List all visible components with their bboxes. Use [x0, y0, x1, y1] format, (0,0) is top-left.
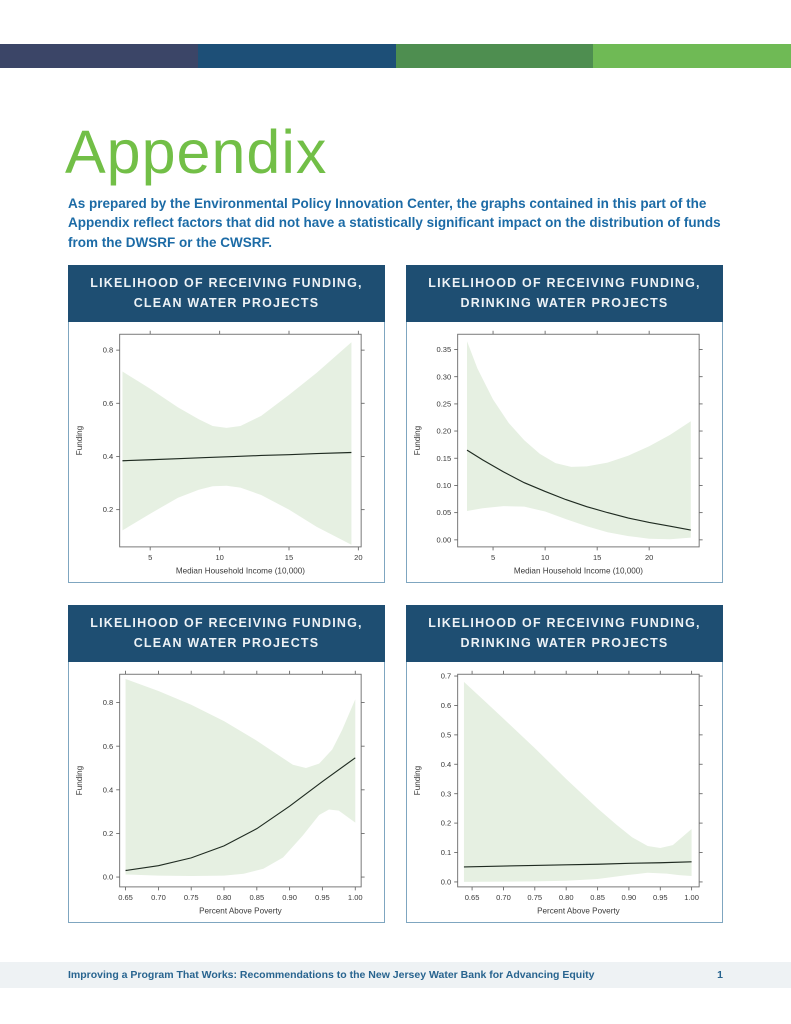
top-bar-segment-blue — [197, 44, 396, 68]
svg-text:0.0: 0.0 — [103, 873, 114, 882]
chart-header: LIKELIHOOD OF RECEIVING FUNDING, CLEAN W… — [68, 605, 385, 662]
chart-title-line1: LIKELIHOOD OF RECEIVING FUNDING, — [428, 276, 701, 291]
svg-text:Funding: Funding — [75, 766, 84, 795]
svg-text:0.85: 0.85 — [249, 893, 264, 902]
svg-text:Median Household Income (10,00: Median Household Income (10,000) — [176, 567, 305, 576]
svg-text:0.10: 0.10 — [437, 481, 452, 490]
svg-text:Funding: Funding — [413, 426, 422, 455]
svg-text:0.95: 0.95 — [315, 893, 330, 902]
svg-text:5: 5 — [148, 553, 152, 562]
svg-text:0.65: 0.65 — [465, 893, 480, 902]
chart-title-line2: DRINKING WATER PROJECTS — [460, 295, 669, 310]
svg-text:0.2: 0.2 — [103, 505, 114, 514]
svg-text:1.00: 1.00 — [684, 893, 699, 902]
svg-text:0.2: 0.2 — [441, 819, 452, 828]
svg-text:0.70: 0.70 — [496, 893, 511, 902]
svg-text:0.5: 0.5 — [441, 730, 452, 739]
svg-text:Percent Above Poverty: Percent Above Poverty — [199, 907, 283, 916]
chart-plot-area: 5 10 15 20 0.2 0.4 0.6 0.8 Median Household Inco… — [68, 322, 385, 583]
chart-canvas: 0.65 0.70 0.75 0.80 0.85 0.90 0.95 1.00 0.0 0.2 0.… — [75, 670, 365, 916]
footer-text: Improving a Program That Works: Recommen… — [68, 969, 595, 981]
svg-text:Funding: Funding — [75, 426, 84, 455]
chart-plot-area: 0.65 0.70 0.75 0.80 0.85 0.90 0.95 1.00 0.0 0.2 0.… — [68, 662, 385, 923]
svg-text:15: 15 — [593, 553, 601, 562]
svg-text:10: 10 — [541, 553, 549, 562]
svg-text:0.90: 0.90 — [622, 893, 637, 902]
svg-text:0.8: 0.8 — [103, 698, 114, 707]
svg-text:0.6: 0.6 — [103, 742, 114, 751]
chart-title-line2: DRINKING WATER PROJECTS — [460, 635, 669, 650]
svg-text:0.8: 0.8 — [103, 346, 114, 355]
svg-text:5: 5 — [491, 553, 495, 562]
chart-header: LIKELIHOOD OF RECEIVING FUNDING, DRINKIN… — [406, 605, 723, 662]
svg-text:0.7: 0.7 — [441, 672, 452, 681]
svg-text:0.65: 0.65 — [118, 893, 133, 902]
svg-text:0.6: 0.6 — [103, 399, 114, 408]
top-bar-segment-lightgreen — [593, 44, 791, 68]
svg-text:0.00: 0.00 — [437, 535, 452, 544]
svg-text:0.80: 0.80 — [217, 893, 232, 902]
svg-text:0.0: 0.0 — [441, 878, 452, 887]
svg-text:20: 20 — [354, 553, 362, 562]
chart-plot-area: 5 10 15 20 0.00 0.05 0.10 0.15 0.20 0.25 0.30 0.35 M… — [406, 322, 723, 583]
svg-text:0.4: 0.4 — [103, 785, 114, 794]
page-title: Appendix — [65, 118, 328, 186]
svg-text:10: 10 — [215, 553, 223, 562]
footer-bar: Improving a Program That Works: Recommen… — [0, 962, 791, 988]
svg-text:0.20: 0.20 — [437, 427, 452, 436]
top-color-bar — [0, 44, 791, 68]
svg-text:Median Household Income (10,00: Median Household Income (10,000) — [514, 567, 643, 576]
footer-page-number: 1 — [717, 969, 723, 981]
chart-card-clean-water-poverty: LIKELIHOOD OF RECEIVING FUNDING, CLEAN W… — [68, 605, 385, 923]
svg-text:0.05: 0.05 — [437, 508, 452, 517]
svg-text:1.00: 1.00 — [348, 893, 363, 902]
svg-text:0.90: 0.90 — [282, 893, 297, 902]
svg-text:0.15: 0.15 — [437, 454, 452, 463]
chart-canvas: 0.65 0.70 0.75 0.80 0.85 0.90 0.95 1.00 0.0 0.1 0.… — [413, 670, 703, 916]
top-bar-segment-green — [395, 44, 594, 68]
chart-plot-area: 0.65 0.70 0.75 0.80 0.85 0.90 0.95 1.00 0.0 0.1 0.… — [406, 662, 723, 923]
chart-header: LIKELIHOOD OF RECEIVING FUNDING, DRINKIN… — [406, 265, 723, 322]
svg-text:0.2: 0.2 — [103, 829, 114, 838]
chart-title-line2: CLEAN WATER PROJECTS — [133, 635, 320, 650]
top-bar-segment-navy — [0, 44, 198, 68]
svg-text:Percent Above Poverty: Percent Above Poverty — [537, 907, 621, 916]
chart-title-line2: CLEAN WATER PROJECTS — [133, 295, 320, 310]
chart-title-line1: LIKELIHOOD OF RECEIVING FUNDING, — [428, 616, 701, 631]
svg-text:0.4: 0.4 — [103, 452, 114, 461]
chart-canvas: 5 10 15 20 0.00 0.05 0.10 0.15 0.20 0.25 0.30 0.35 M… — [413, 330, 703, 576]
svg-text:0.25: 0.25 — [437, 399, 452, 408]
svg-text:0.3: 0.3 — [441, 789, 452, 798]
svg-text:0.70: 0.70 — [151, 893, 166, 902]
chart-title-line1: LIKELIHOOD OF RECEIVING FUNDING, — [90, 276, 363, 291]
svg-text:0.85: 0.85 — [590, 893, 605, 902]
svg-text:0.4: 0.4 — [441, 760, 452, 769]
chart-canvas: 5 10 15 20 0.2 0.4 0.6 0.8 Median Household Inco… — [75, 330, 365, 576]
chart-card-drinking-water-poverty: LIKELIHOOD OF RECEIVING FUNDING, DRINKIN… — [406, 605, 723, 923]
svg-text:0.95: 0.95 — [653, 893, 668, 902]
svg-text:0.75: 0.75 — [184, 893, 199, 902]
chart-card-drinking-water-income: LIKELIHOOD OF RECEIVING FUNDING, DRINKIN… — [406, 265, 723, 583]
svg-text:0.6: 0.6 — [441, 701, 452, 710]
svg-text:0.30: 0.30 — [437, 372, 452, 381]
svg-text:0.35: 0.35 — [437, 345, 452, 354]
intro-paragraph: As prepared by the Environmental Policy … — [68, 196, 721, 250]
chart-header: LIKELIHOOD OF RECEIVING FUNDING, CLEAN W… — [68, 265, 385, 322]
svg-text:0.75: 0.75 — [527, 893, 542, 902]
chart-title-line1: LIKELIHOOD OF RECEIVING FUNDING, — [90, 616, 363, 631]
svg-text:20: 20 — [645, 553, 653, 562]
svg-text:15: 15 — [285, 553, 293, 562]
svg-text:Funding: Funding — [413, 766, 422, 795]
svg-text:0.1: 0.1 — [441, 848, 452, 857]
svg-text:0.80: 0.80 — [559, 893, 574, 902]
chart-card-clean-water-income: LIKELIHOOD OF RECEIVING FUNDING, CLEAN W… — [68, 265, 385, 583]
